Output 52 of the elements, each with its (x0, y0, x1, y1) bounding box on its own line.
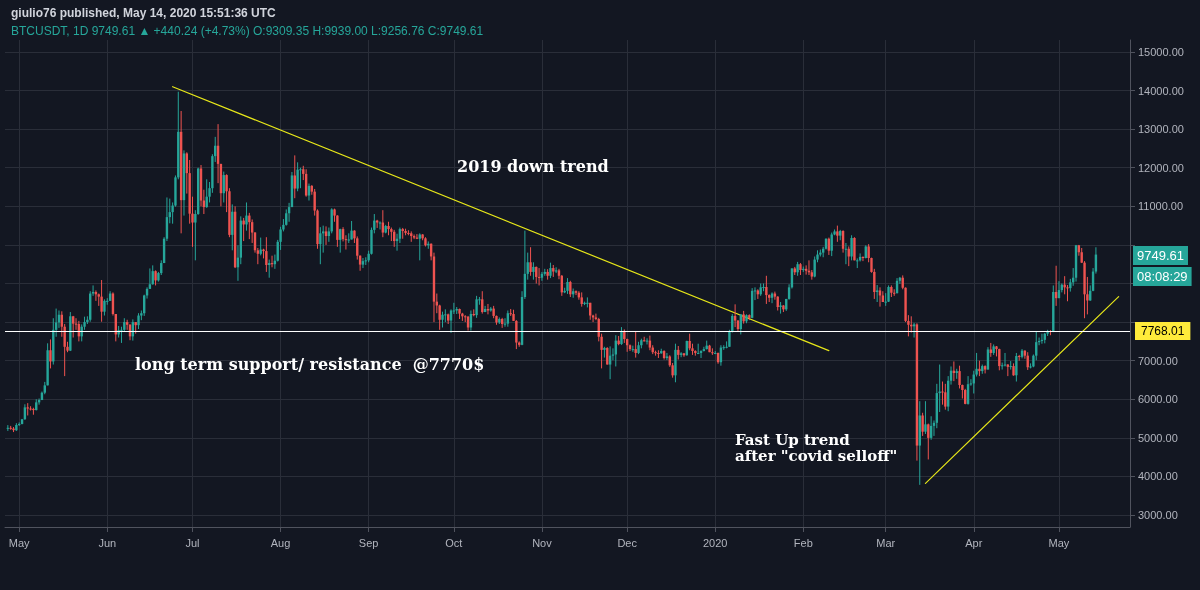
text: 9749.61 (1137, 248, 1184, 263)
candlestick (665, 352, 669, 361)
candlestick (856, 257, 859, 269)
x-tick-label: Aug (270, 536, 291, 549)
candlestick (296, 161, 299, 192)
text: 08:08:29 (1137, 269, 1188, 284)
x-tick-label: Feb (793, 536, 813, 549)
x-tick-label: Oct (445, 536, 463, 549)
candlestick (242, 217, 245, 242)
candlestick (529, 246, 532, 277)
annotation: 2019 down trend (457, 156, 609, 176)
candlestick (412, 233, 416, 240)
x-tick-label: Nov (532, 536, 553, 549)
candlestick (248, 212, 251, 240)
y-tick-label: 6000.00 (1138, 393, 1178, 406)
x-tick-label: Apr (965, 536, 983, 549)
ref-line-label: 7768.01 (1141, 324, 1185, 339)
x-tick-label: Jul (185, 536, 200, 549)
candlestick (921, 412, 924, 437)
candlestick (1009, 360, 1012, 371)
candlestick (350, 220, 353, 241)
x-tick-label: May (8, 536, 31, 549)
y-tick-label: 5000.00 (1138, 431, 1178, 444)
candlestick (293, 154, 296, 199)
candlestick (924, 400, 927, 435)
candlestick (941, 381, 944, 406)
chart-subtitle: BTCUSDT, 1D 9749.61 ▲ +440.24 (+4.73%) O:9309.35 H:9939.00 L:9256.76 C:9749.61 (11, 24, 484, 38)
candlestick (1003, 352, 1007, 367)
candlestick (347, 232, 350, 244)
candlestick (944, 383, 947, 411)
candlestick (319, 226, 322, 265)
candlestick (733, 303, 737, 328)
annotation: long term support/ resistance @7770$ (135, 354, 485, 374)
candlestick (245, 201, 248, 232)
y-tick-label: 12000.00 (1138, 161, 1184, 174)
x-tick-label: Jun (98, 536, 117, 549)
x-tick-label: Sep (358, 536, 379, 549)
candlestick (49, 338, 52, 369)
y-tick-label: 3000.00 (1138, 509, 1178, 522)
annotation: Fast Up trend after "covid selloff" (735, 431, 898, 465)
x-tick-label: Dec (617, 536, 638, 549)
candlestick (418, 232, 421, 261)
y-tick-label: 11000.00 (1138, 200, 1184, 213)
y-tick-label: 13000.00 (1138, 123, 1184, 136)
x-tick-label: 2020 (702, 536, 728, 549)
x-tick-label: Mar (876, 536, 896, 549)
x-tick-label: May (1048, 536, 1070, 549)
y-tick-label: 7000.00 (1138, 354, 1178, 367)
y-tick-label: 14000.00 (1138, 84, 1184, 97)
chart-title: giulio76 published, May 14, 2020 15:51:36 UTC (11, 6, 277, 20)
y-tick-label: 15000.00 (1138, 45, 1184, 58)
y-tick-label: 4000.00 (1138, 470, 1178, 483)
